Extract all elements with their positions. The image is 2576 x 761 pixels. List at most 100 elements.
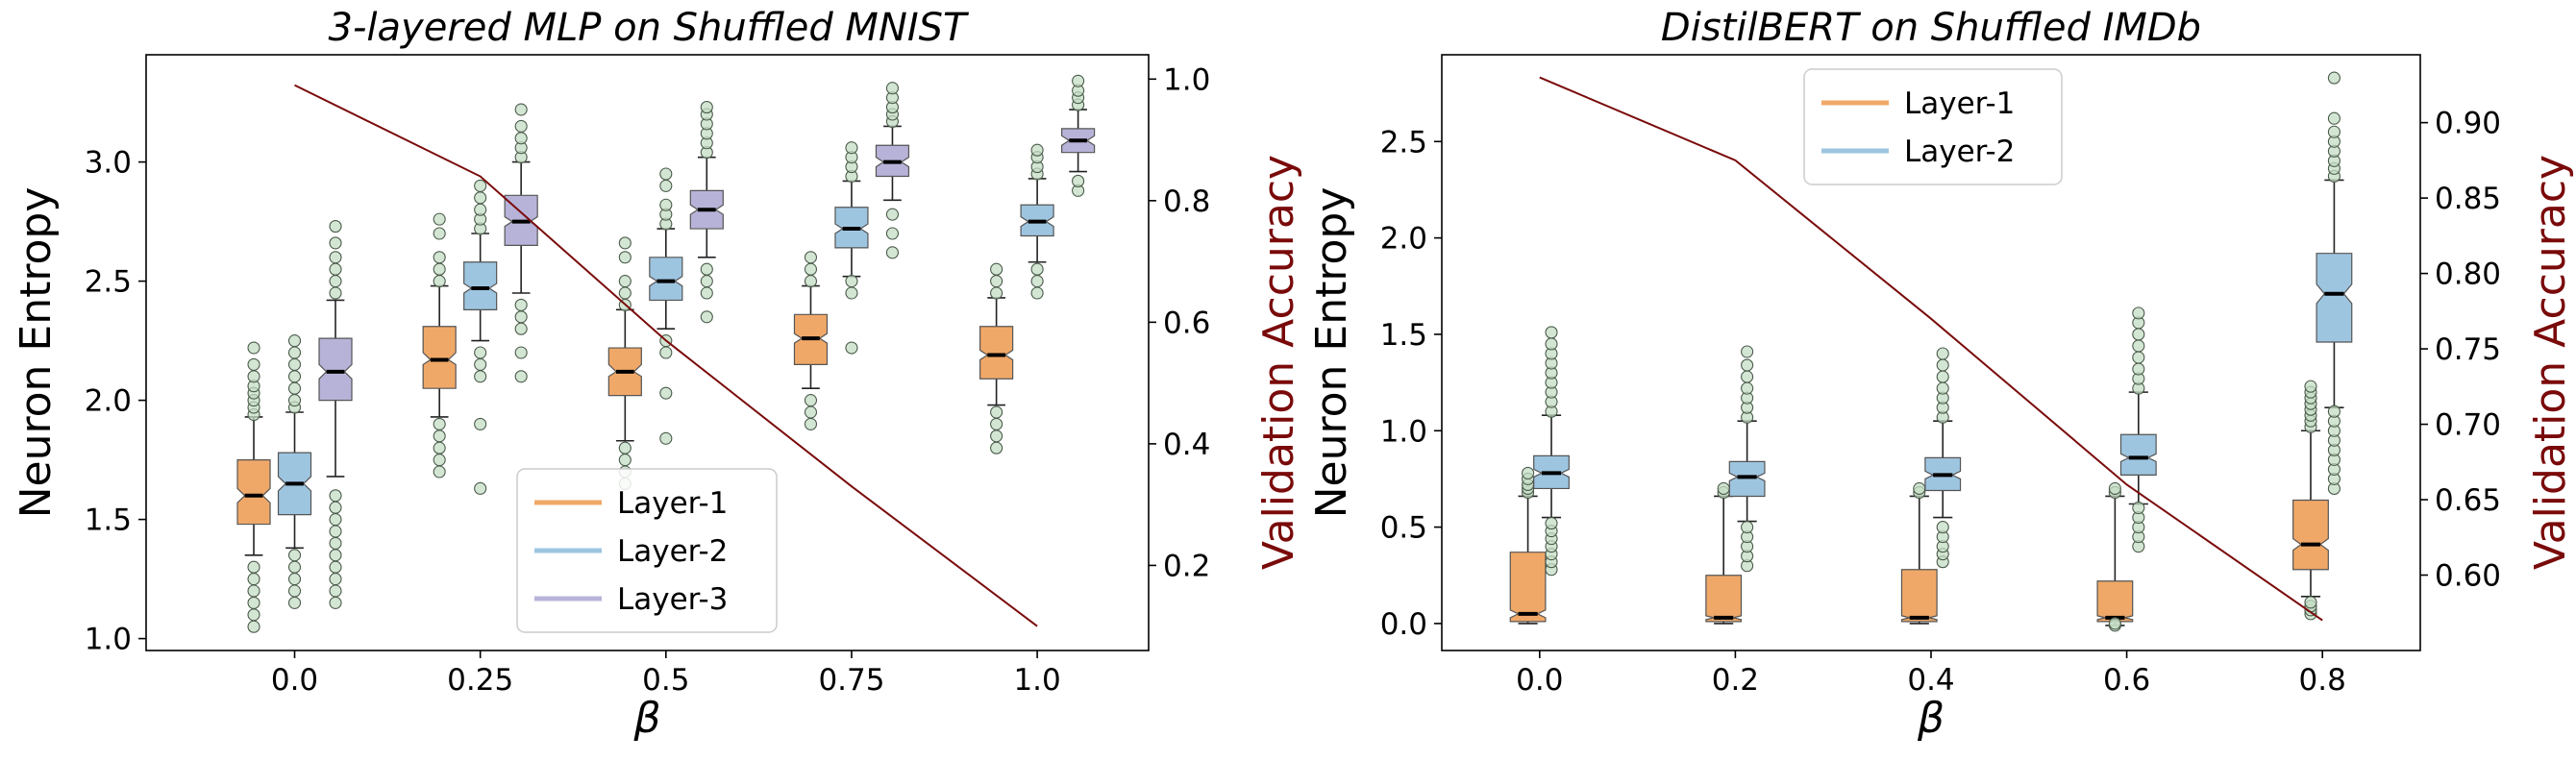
y2-axis-label: Validation Accuracy	[2526, 155, 2575, 570]
y-tick-label: 1.0	[85, 623, 132, 657]
x-tick-label: 0.8	[2299, 663, 2346, 698]
flier-point	[1936, 521, 1949, 534]
flier-point	[885, 227, 900, 240]
y2-tick-label: 0.90	[2435, 107, 2501, 141]
box-body	[1509, 552, 1547, 623]
flier-point	[659, 386, 673, 400]
flier-point	[514, 346, 528, 359]
box-body	[2292, 499, 2329, 571]
flier-point	[804, 417, 818, 430]
flier-point	[287, 370, 302, 383]
flier-point	[474, 346, 487, 359]
flier-point	[1936, 381, 1949, 395]
x-tick-label: 0.75	[818, 663, 884, 698]
y-tick-label: 2.0	[1380, 222, 1427, 257]
flier-point	[1936, 358, 1949, 372]
flier-point	[433, 430, 446, 443]
flier-point	[2304, 380, 2317, 393]
box-layer-2-2	[649, 167, 683, 445]
box-layer-2-1	[463, 179, 498, 495]
y2-tick-label: 0.2	[1163, 549, 1210, 583]
flier-point	[1072, 174, 1085, 187]
flier-point	[1936, 347, 1949, 360]
flier-point	[247, 370, 260, 383]
flier-point	[433, 441, 446, 454]
flier-point	[990, 430, 1003, 443]
y-tick-label: 0.5	[1380, 511, 1427, 546]
flier-point	[247, 608, 260, 622]
box-layer-1-1	[422, 212, 457, 479]
flier-point	[329, 262, 342, 276]
y2-tick-label: 0.75	[2435, 332, 2501, 367]
legend: Layer-1 Layer-2	[1803, 68, 2063, 185]
flier-point	[990, 405, 1003, 419]
flier-point	[885, 246, 900, 259]
flier-point	[990, 441, 1003, 454]
flier-point	[287, 357, 302, 371]
flier-point	[845, 141, 858, 155]
y-tick-label: 3.0	[85, 146, 132, 181]
flier-point	[329, 584, 342, 598]
box-layer-2-0	[277, 334, 312, 609]
flier-point	[287, 584, 302, 598]
box-layer-1-3	[793, 251, 829, 430]
y2-tick-label: 0.60	[2435, 559, 2501, 594]
flier-point	[1030, 275, 1044, 288]
flier-point	[2132, 328, 2145, 341]
box-body	[1728, 460, 1766, 498]
x-axis-label: β	[1917, 694, 1944, 743]
flier-point	[474, 179, 487, 192]
legend-label-layer-3: Layer-3	[617, 582, 728, 617]
flier-point	[1545, 326, 1558, 339]
x-tick-label: 0.2	[1712, 663, 1759, 698]
flier-point	[1741, 345, 1754, 358]
flier-point	[1030, 262, 1044, 276]
flier-point	[1741, 521, 1754, 534]
flier-point	[1936, 370, 1949, 383]
flier-point	[247, 341, 260, 355]
flier-point	[247, 560, 260, 574]
flier-point	[433, 227, 446, 240]
flier-point	[514, 370, 528, 383]
panel-right: 0.0 0.2 0.4 0.6 0.8 0.0 0.5 1.0 1.5 2.0 2.5 0.60 0.6…	[1307, 6, 2575, 743]
flier-point	[804, 262, 818, 276]
flier-point	[990, 286, 1003, 300]
y-tick-label: 1.5	[85, 503, 132, 538]
flier-point	[329, 220, 342, 233]
box-layer-3-1	[504, 103, 538, 383]
y-axis-label: Neuron Entropy	[1307, 187, 1356, 519]
flier-point	[2327, 71, 2341, 85]
chart-title: 3-layered MLP on Shuffled MNIST	[329, 6, 971, 50]
y2-tick-label: 1.0	[1163, 62, 1210, 97]
flier-point	[474, 357, 487, 371]
box-body	[236, 459, 271, 526]
flier-point	[514, 103, 528, 116]
flier-point	[2108, 481, 2121, 496]
flier-point	[287, 549, 302, 562]
flier-point	[474, 191, 487, 205]
flier-point	[1741, 358, 1754, 372]
flier-point	[329, 513, 342, 527]
flier-point	[247, 584, 260, 598]
flier-point	[514, 132, 528, 145]
box-layer-1-1	[1705, 481, 1743, 625]
flier-point	[1741, 370, 1754, 383]
flier-point	[2132, 339, 2145, 353]
flier-point	[2327, 125, 2341, 138]
y2-tick-label: 0.8	[1163, 184, 1210, 219]
flier-point	[618, 286, 632, 300]
flier-point	[1030, 143, 1044, 157]
flier-point	[287, 394, 302, 407]
legend-label-layer-1: Layer-1	[617, 486, 728, 521]
y2-tick-label: 0.70	[2435, 408, 2501, 443]
flier-point	[1072, 74, 1085, 87]
x-tick-label: 0.5	[642, 663, 689, 698]
flier-point	[700, 262, 713, 276]
y2-tick-label: 0.80	[2435, 258, 2501, 292]
box-body	[649, 257, 683, 302]
y-tick-label: 1.0	[1380, 414, 1427, 449]
x-tick-label: 1.0	[1013, 663, 1060, 698]
flier-point	[2108, 617, 2121, 630]
box-layer-2-3	[834, 141, 869, 355]
flier-point	[700, 101, 713, 114]
